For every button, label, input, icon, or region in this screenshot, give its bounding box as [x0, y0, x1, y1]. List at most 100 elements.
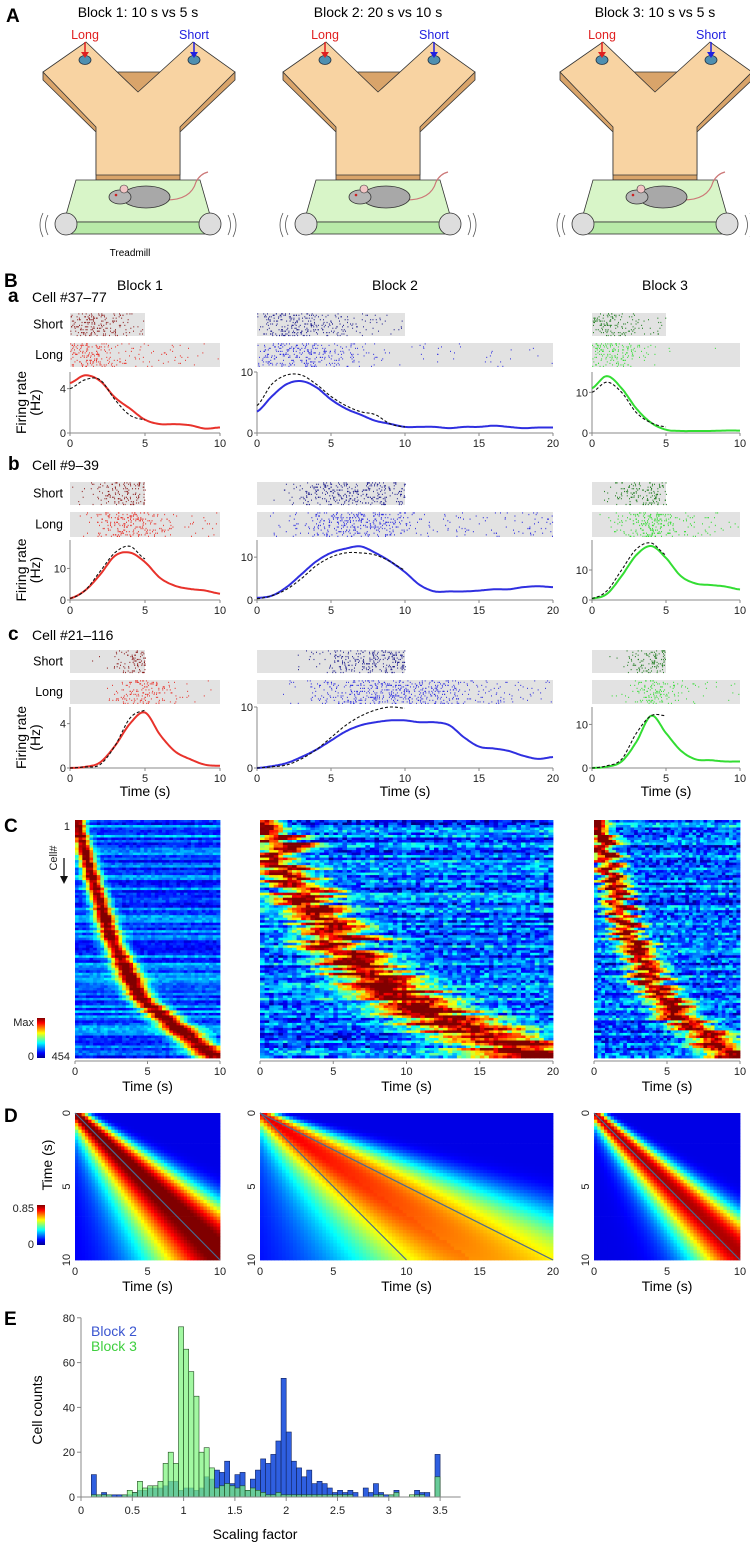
- spike-tick: [382, 696, 384, 698]
- spike-tick: [134, 670, 135, 672]
- spike-tick: [353, 657, 355, 659]
- spike-tick: [284, 364, 286, 366]
- spike-tick: [364, 515, 366, 517]
- spike-tick: [345, 330, 346, 332]
- heatmap-cell: [104, 835, 108, 838]
- y-tick-label: 0: [247, 763, 253, 775]
- spike-tick: [126, 513, 128, 516]
- heatmap-cell: [216, 822, 221, 826]
- spike-tick: [382, 358, 384, 360]
- roller-icon: [54, 212, 78, 236]
- spike-tick: [295, 527, 297, 530]
- spike-tick: [460, 681, 462, 683]
- spike-tick: [625, 332, 627, 334]
- spike-tick: [378, 531, 380, 533]
- spike-tick: [274, 355, 276, 357]
- heatmap-cell: [114, 820, 119, 823]
- spike-tick: [674, 695, 676, 697]
- spike-tick: [357, 656, 359, 658]
- spike-tick: [99, 361, 101, 363]
- spike-tick: [420, 701, 421, 703]
- spike-tick: [398, 492, 399, 494]
- spike-tick: [172, 526, 174, 528]
- heatmap-cell: [104, 847, 108, 851]
- spike-tick: [367, 483, 368, 485]
- y-tick-label: 4: [60, 384, 66, 396]
- spike-tick: [607, 501, 608, 503]
- spike-tick: [343, 324, 344, 326]
- spike-tick: [120, 661, 122, 663]
- spike-tick: [77, 332, 79, 334]
- heatmap-cell: [140, 830, 145, 833]
- spike-tick: [453, 689, 455, 691]
- spike-tick: [398, 680, 400, 682]
- heatmap-cell: [158, 832, 163, 836]
- heatmap-cell: [93, 830, 98, 833]
- spike-tick: [296, 344, 298, 346]
- y-tick-label: 0: [60, 763, 66, 775]
- spike-tick: [333, 492, 334, 494]
- spike-tick: [392, 692, 394, 694]
- spike-tick: [144, 499, 146, 501]
- spike-tick: [349, 517, 351, 519]
- spike-tick: [375, 683, 376, 685]
- spike-tick: [342, 358, 344, 360]
- spike-tick: [449, 521, 451, 523]
- spike-tick: [141, 664, 143, 666]
- spike-tick: [310, 320, 312, 322]
- spike-tick: [93, 327, 95, 329]
- spike-tick: [96, 358, 97, 360]
- spike-tick: [656, 654, 658, 656]
- spike-tick: [296, 527, 298, 530]
- spike-tick: [665, 317, 667, 319]
- spike-tick: [343, 524, 345, 527]
- heatmap-cell: [140, 822, 145, 826]
- spike-tick: [475, 699, 476, 701]
- spike-tick: [365, 495, 367, 497]
- spike-tick: [317, 512, 319, 514]
- spike-tick: [107, 512, 109, 514]
- heatmap-cell: [93, 822, 98, 826]
- spike-tick: [368, 669, 369, 671]
- spike-tick: [373, 490, 374, 493]
- spike-tick: [639, 669, 641, 671]
- spike-tick: [651, 502, 653, 504]
- spike-tick: [130, 518, 131, 520]
- spike-tick: [163, 524, 164, 527]
- spike-tick: [341, 524, 343, 527]
- spike-tick: [607, 334, 609, 337]
- spike-tick: [139, 699, 141, 701]
- spike-tick: [124, 663, 126, 665]
- spike-tick: [88, 353, 90, 355]
- spike-tick: [629, 343, 630, 345]
- spike-tick: [377, 498, 379, 500]
- spike-tick: [268, 353, 269, 355]
- spike-tick: [605, 324, 607, 326]
- spike-tick: [137, 485, 139, 487]
- spike-tick: [138, 526, 140, 528]
- spike-tick: [136, 526, 138, 528]
- mouse-head-icon: [108, 189, 132, 205]
- spike-tick: [142, 486, 144, 488]
- heatmap-cell: [82, 847, 87, 851]
- spike-tick: [379, 319, 381, 321]
- spike-tick: [418, 690, 420, 692]
- spike-tick: [406, 523, 408, 525]
- spike-tick: [331, 355, 333, 357]
- spike-tick: [632, 313, 634, 315]
- spike-tick: [606, 314, 608, 316]
- spike-tick: [650, 651, 652, 653]
- spike-tick: [130, 520, 132, 522]
- spike-tick: [300, 332, 302, 334]
- spike-tick: [416, 684, 417, 686]
- spike-tick: [312, 347, 314, 349]
- spike-tick: [653, 501, 654, 503]
- spike-tick: [359, 690, 361, 692]
- spike-tick: [417, 696, 419, 698]
- spike-tick: [432, 699, 434, 701]
- spike-tick: [370, 687, 372, 689]
- spike-tick: [133, 518, 135, 520]
- spike-tick: [404, 696, 406, 698]
- spike-tick: [357, 513, 359, 516]
- spike-tick: [616, 356, 618, 358]
